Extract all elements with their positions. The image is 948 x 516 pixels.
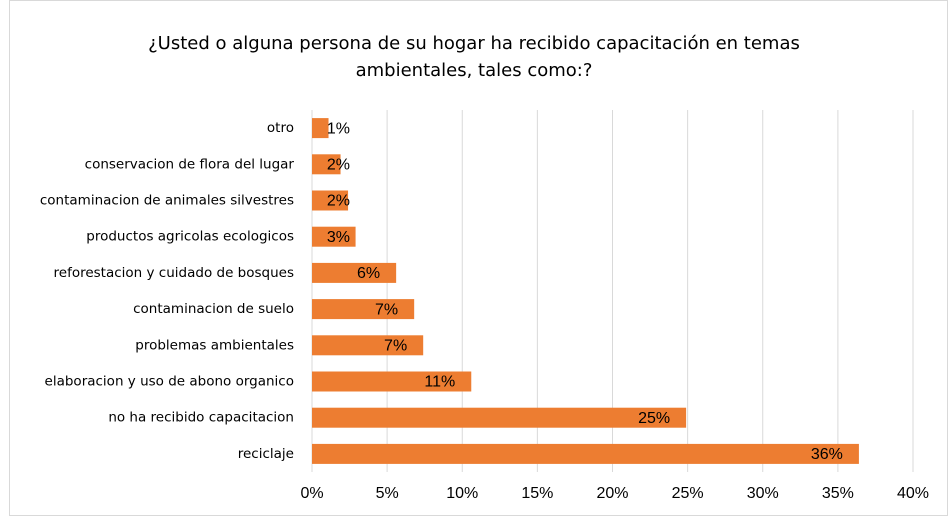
data-label: 1% bbox=[327, 120, 350, 137]
data-label: 36% bbox=[811, 446, 843, 463]
x-tick-label: 40% bbox=[897, 485, 929, 502]
y-tick-label: contaminacion de animales silvestres bbox=[40, 193, 294, 209]
bar bbox=[312, 335, 424, 356]
data-label: 25% bbox=[638, 410, 670, 427]
y-tick-label: no ha recibido capacitacion bbox=[108, 410, 294, 426]
y-tick-label: problemas ambientales bbox=[135, 337, 294, 353]
y-tick-label: reforestacion y cuidado de bosques bbox=[54, 265, 294, 281]
x-tick-label: 0% bbox=[300, 485, 323, 502]
bar bbox=[312, 226, 356, 247]
data-label: 7% bbox=[375, 301, 398, 318]
y-tick-label: conservacion de flora del lugar bbox=[85, 156, 295, 172]
bar bbox=[312, 407, 687, 428]
data-label: 6% bbox=[357, 265, 380, 282]
bar bbox=[312, 190, 349, 211]
y-tick-label: productos agricolas ecologicos bbox=[86, 229, 294, 245]
x-tick-label: 15% bbox=[521, 485, 553, 502]
chart-title: ¿Usted o alguna persona de su hogar ha r… bbox=[148, 33, 800, 81]
bar bbox=[312, 443, 859, 464]
bar bbox=[312, 118, 329, 139]
y-tick-label: elaboracion y uso de abono organico bbox=[45, 374, 294, 390]
data-label: 3% bbox=[327, 229, 350, 246]
data-label: 2% bbox=[327, 193, 350, 210]
data-label: 11% bbox=[424, 374, 455, 391]
x-tick-label: 5% bbox=[376, 485, 399, 502]
y-tick-label: contaminacion de suelo bbox=[133, 301, 294, 317]
data-label: 2% bbox=[327, 157, 350, 174]
x-tick-label: 30% bbox=[747, 485, 779, 502]
x-tick-label: 35% bbox=[822, 485, 854, 502]
bar bbox=[312, 299, 415, 320]
x-tick-label: 20% bbox=[596, 485, 628, 502]
bar bbox=[312, 154, 341, 175]
data-label: 7% bbox=[384, 338, 407, 355]
bar bbox=[312, 371, 472, 392]
y-tick-label: reciclaje bbox=[238, 446, 294, 462]
x-tick-label: 25% bbox=[672, 485, 704, 502]
y-tick-label: otro bbox=[267, 120, 294, 136]
bar bbox=[312, 262, 397, 283]
x-tick-label: 10% bbox=[446, 485, 478, 502]
